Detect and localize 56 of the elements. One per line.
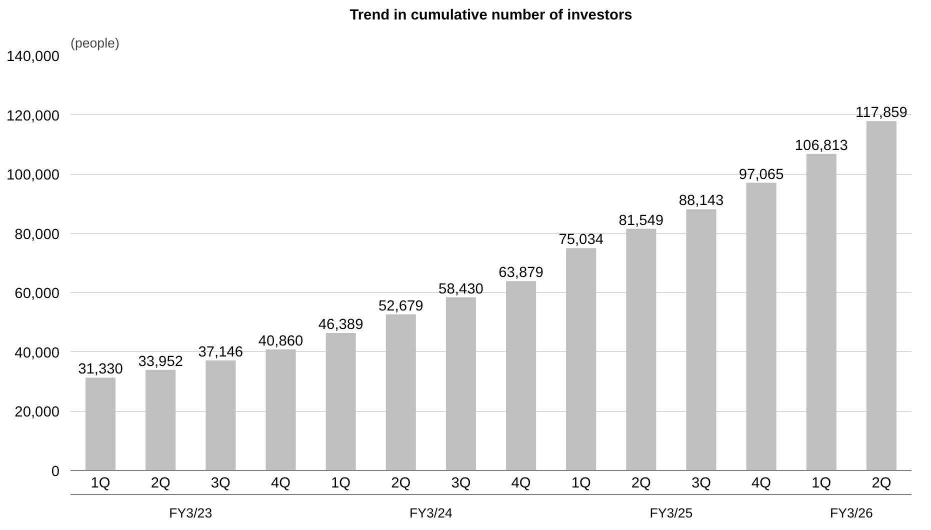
data-label: 58,430 — [438, 281, 484, 298]
data-label: 75,034 — [558, 232, 604, 248]
data-label: 81,549 — [618, 212, 664, 229]
chart-title: Trend in cumulative number of investors — [350, 8, 632, 24]
bar — [326, 332, 356, 470]
x-tick-label: 2Q — [391, 476, 411, 492]
bar — [386, 314, 416, 470]
data-label: 37,146 — [198, 344, 244, 360]
x-tick-label: 4Q — [270, 476, 291, 492]
bar — [446, 297, 476, 470]
bar — [86, 378, 116, 470]
text: FY3/25 — [650, 506, 693, 520]
x-tick-label: 1Q — [331, 476, 351, 492]
data-label: 52,679 — [378, 298, 424, 314]
y-tick-label: 100,000 — [6, 168, 60, 184]
x-tick-label: 2Q — [631, 476, 651, 492]
text: FY3/23 — [169, 506, 212, 520]
data-label: 31,330 — [78, 362, 123, 378]
bar — [686, 209, 716, 470]
data-label: 117,859 — [856, 105, 908, 122]
data-label: 97,065 — [738, 166, 784, 183]
x-tick-label: 2Q — [150, 476, 170, 492]
y-axis-title: (people) — [70, 36, 120, 50]
x-tick-label: 3Q — [210, 476, 230, 492]
bar — [266, 349, 296, 470]
data-label: 88,143 — [678, 193, 724, 210]
text: FY3/26 — [830, 506, 873, 520]
bar — [506, 281, 536, 470]
data-label: 63,879 — [498, 265, 544, 282]
x-tick-label: 2Q — [872, 476, 892, 492]
bar — [206, 360, 236, 470]
x-tick-label: 1Q — [812, 476, 832, 492]
bar — [866, 121, 896, 470]
y-tick-label: 40,000 — [14, 345, 60, 362]
bar — [626, 228, 656, 470]
y-tick-label: 20,000 — [14, 404, 60, 421]
x-tick-label: 1Q — [90, 476, 110, 492]
data-label: 33,952 — [138, 354, 184, 370]
data-label: 46,389 — [318, 316, 364, 333]
bar — [806, 154, 836, 470]
text: FY3/24 — [409, 506, 453, 520]
bar — [566, 248, 596, 470]
y-tick-label: 80,000 — [14, 226, 60, 243]
x-tick-label: 4Q — [752, 476, 772, 492]
bar — [746, 182, 776, 470]
x-tick-label: 4Q — [511, 476, 531, 492]
y-tick-label: 0 — [51, 464, 60, 480]
data-label: 106,813 — [794, 138, 848, 154]
x-tick-label: 3Q — [451, 476, 471, 492]
y-tick-label: 140,000 — [6, 49, 60, 65]
data-label: 40,860 — [258, 333, 304, 350]
x-tick-label: 1Q — [571, 476, 591, 492]
bar — [146, 370, 176, 470]
x-tick-label: 3Q — [691, 476, 712, 492]
y-tick-label: 120,000 — [6, 108, 60, 124]
y-tick-label: 60,000 — [14, 286, 60, 302]
